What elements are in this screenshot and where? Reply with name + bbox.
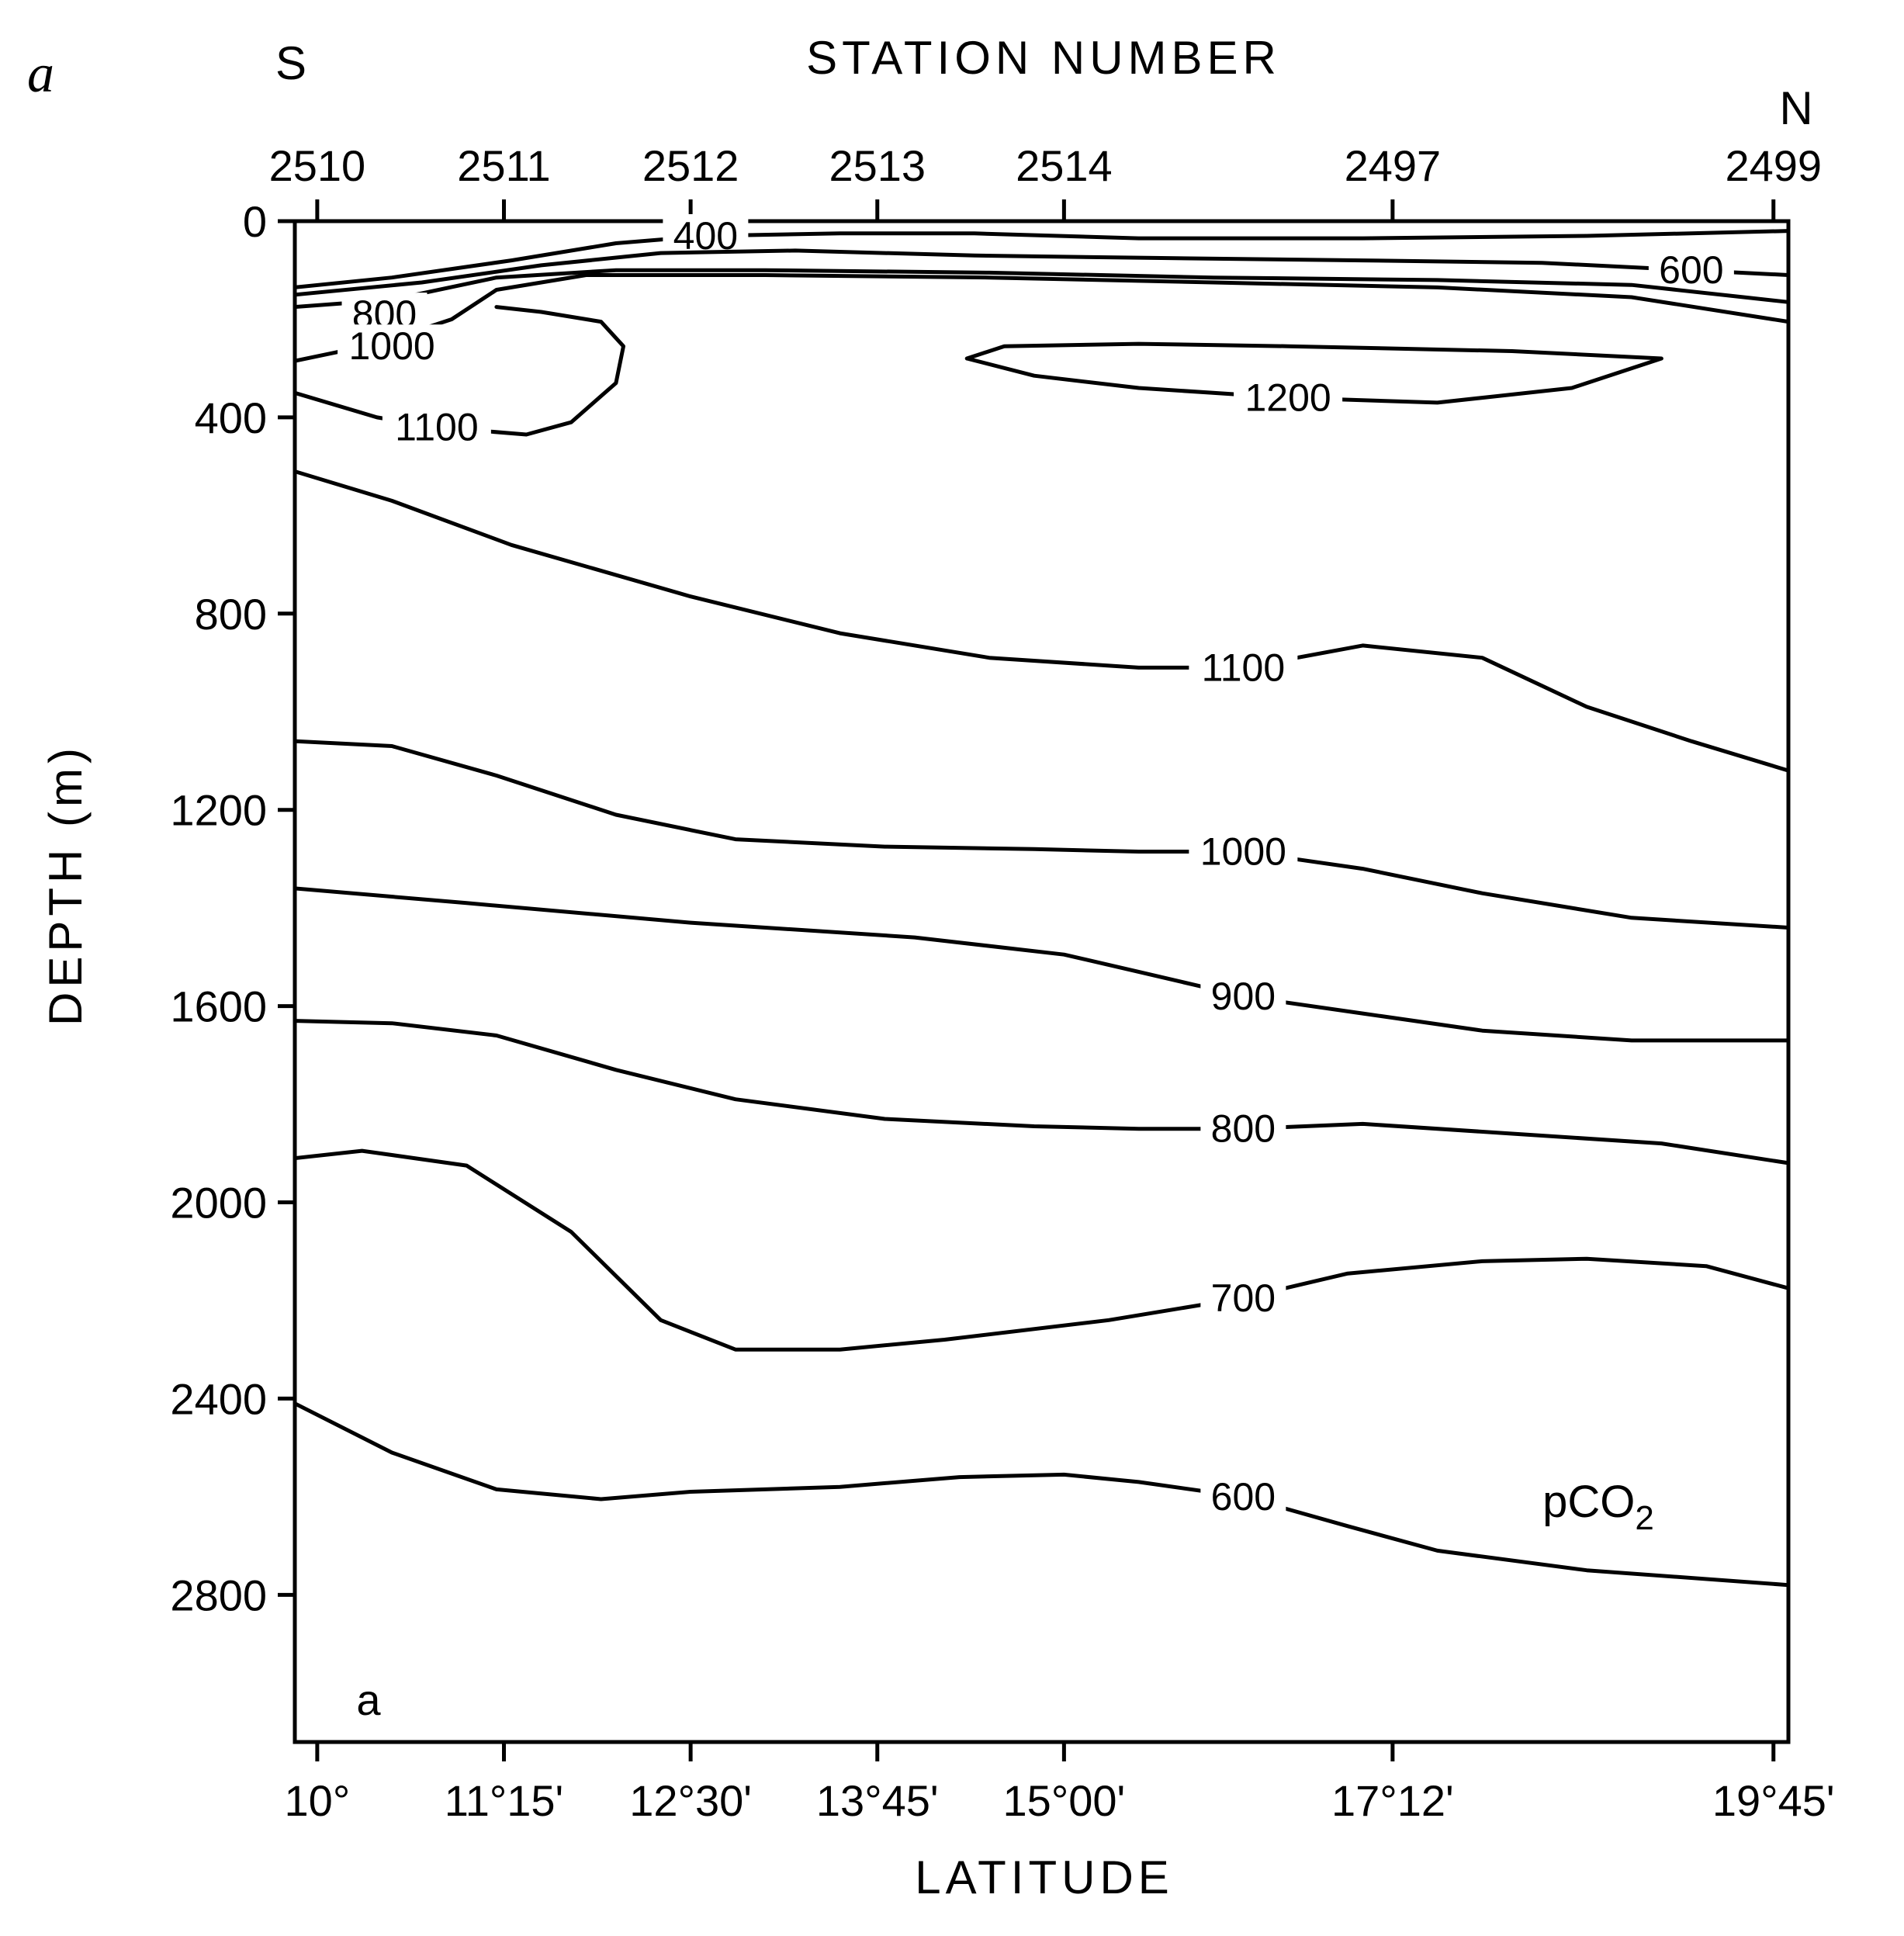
contour-label: 1100: [395, 406, 479, 449]
y-tick-label: 800: [195, 590, 267, 639]
y-tick-label: 400: [195, 393, 267, 442]
contour-label: 700: [1211, 1276, 1276, 1320]
contour-line: [293, 248, 1791, 297]
station-label: 2499: [1725, 141, 1822, 190]
station-label: 2497: [1345, 141, 1442, 190]
y-tick-label: 2800: [170, 1571, 267, 1619]
station-label: 2513: [829, 141, 926, 190]
contour-line: [293, 229, 1791, 289]
contour-label-bg: [1200, 1276, 1286, 1317]
contour-label-bg: [338, 324, 447, 365]
panel-letter: a: [27, 44, 54, 104]
x-tick-label: 11°15': [445, 1776, 564, 1825]
y-tick-label: 1600: [170, 982, 267, 1031]
contour-label: 800: [1211, 1107, 1276, 1151]
x-tick-label: 15°00': [1003, 1776, 1126, 1825]
x-tick-label: 19°45': [1712, 1776, 1835, 1825]
x-tick-label: 13°45': [816, 1776, 939, 1825]
station-label: 2514: [1016, 141, 1113, 190]
y-axis: 0 400 800 1200 1600 2000 2400 2800: [170, 197, 295, 1619]
contour-line: [964, 341, 1663, 405]
y-tick-label: 1200: [170, 786, 267, 835]
contour-line: [293, 886, 1791, 1043]
inner-panel-label: a: [356, 1675, 381, 1724]
contour-lines: 4006008001000110012001100100090080070060…: [293, 213, 1791, 1588]
contour-label: 600: [1211, 1475, 1276, 1519]
contour-label-bg: [1189, 646, 1298, 687]
x-axis: 10° 11°15' 12°30' 13°45' 15°00' 17°12' 19°45': [285, 1742, 1835, 1825]
contour-line: [293, 1019, 1791, 1165]
x-tick-label: 10°: [285, 1776, 351, 1825]
contour-label: 900: [1211, 975, 1276, 1018]
contour-label-bg: [663, 213, 749, 255]
contour-label: 1000: [1200, 829, 1286, 873]
contour-label-bg: [382, 405, 491, 446]
north-label: N: [1779, 82, 1817, 134]
station-label: 2510: [269, 141, 366, 190]
x-tick-label: 17°12': [1331, 1776, 1454, 1825]
contour-label-bg: [1648, 248, 1734, 289]
contour-label-bg: [1189, 829, 1298, 871]
y-tick-label: 0: [243, 197, 267, 246]
contour-label-bg: [1200, 974, 1286, 1015]
contour-label: 600: [1659, 248, 1723, 292]
contour-line: [293, 469, 1791, 773]
contour-label-bg: [1200, 1474, 1286, 1515]
contour-line: [293, 739, 1791, 930]
contour-label-bg: [1200, 1107, 1286, 1148]
contour-label: 1000: [349, 324, 435, 368]
y-tick-label: 2400: [170, 1374, 267, 1423]
contour-line: [293, 1148, 1791, 1352]
y-axis-title: DEPTH (m): [40, 743, 92, 1026]
station-axis: 2510 2511 2512 2513 2514 2497 2499: [269, 141, 1822, 221]
station-label: 2511: [457, 141, 550, 190]
y-tick-label: 2000: [170, 1179, 267, 1228]
contour-label-bg: [1234, 376, 1343, 417]
station-label: 2512: [642, 141, 739, 190]
plot-frame: [293, 219, 1791, 1744]
pco2-label: pCO2: [1542, 1477, 1654, 1537]
contour-line: [293, 268, 1791, 310]
contour-line: [293, 273, 1791, 363]
x-axis-title: LATITUDE: [915, 1851, 1174, 1903]
station-number-title: STATION NUMBER: [806, 32, 1281, 84]
x-tick-label: 12°30': [629, 1776, 752, 1825]
contour-label: 1200: [1245, 376, 1331, 420]
contour-line: [293, 1401, 1791, 1588]
contour-label: 1100: [1202, 646, 1286, 689]
south-label: S: [275, 37, 311, 89]
